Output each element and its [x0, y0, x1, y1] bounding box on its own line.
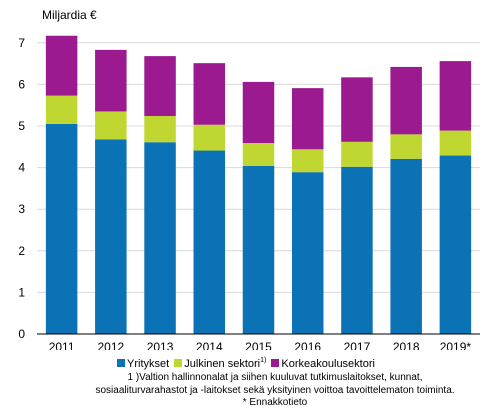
y-tick-label: 5 — [18, 119, 25, 133]
x-tick-label: 2013 — [147, 340, 174, 350]
footnote-line-3: * Ennakkotieto — [242, 397, 308, 408]
bar-2014-series-0 — [193, 150, 226, 334]
bar-2013-series-2 — [144, 56, 176, 117]
bar-2012-series-2 — [95, 49, 127, 112]
x-tick-label: 2018 — [393, 340, 420, 350]
bar-2018-series-2 — [390, 66, 422, 135]
bar-2014-series-1 — [193, 124, 226, 151]
bar-2017-series-1 — [341, 141, 373, 167]
bar-2018-series-1 — [390, 134, 422, 159]
x-tick-label: 2017 — [344, 340, 371, 350]
bar-2013-series-1 — [144, 116, 176, 143]
bar-2019-series-0 — [439, 155, 472, 334]
bar-2012-series-1 — [95, 111, 127, 140]
bar-2017-series-2 — [341, 77, 373, 142]
legend-swatch-korkeakoulu — [271, 359, 280, 367]
legend-label-julkinen: Julkinen sektori — [184, 358, 261, 370]
legend-item-korkeakoulu: Korkeakoulusektori — [271, 357, 375, 371]
legend-swatch-julkinen — [174, 359, 183, 367]
footnote-line-1: 1 )Valtion hallinnonalat ja siihen kuulu… — [127, 372, 423, 383]
bar-2019-series-1 — [439, 130, 472, 156]
bar-2014-series-2 — [193, 63, 226, 125]
legend-swatch-yritykset — [117, 359, 126, 367]
bar-2016-series-2 — [291, 88, 324, 150]
bar-2011-series-1 — [45, 95, 78, 124]
x-tick-label: 2011 — [49, 340, 75, 350]
legend: Yritykset Julkinen sektori1) Korkeakoulu… — [0, 354, 492, 371]
legend-item-julkinen: Julkinen sektori1) — [174, 354, 266, 371]
y-tick-label: 0 — [18, 327, 25, 341]
x-axis-ticks: 2011 2012 2013 2014 2015 2016 2017 2018 2019* — [49, 340, 472, 350]
x-tick-label: 2014 — [196, 340, 223, 350]
bar-2012-series-0 — [95, 139, 127, 334]
y-axis-ticks: 0 1 2 3 4 5 6 7 — [18, 36, 25, 341]
y-tick-label: 1 — [18, 285, 25, 299]
legend-label-yritykset: Yritykset — [127, 358, 170, 370]
x-tick-label: 2012 — [97, 340, 124, 350]
y-tick-label: 2 — [18, 244, 25, 258]
legend-footnote-marker: 1) — [260, 357, 267, 364]
legend-label-korkeakoulu: Korkeakoulusektori — [281, 358, 375, 370]
bar-2019-series-2 — [439, 61, 472, 131]
footnote-line-2: sosiaaliturvarahastot ja -laitokset sekä… — [95, 385, 455, 396]
bar-2017-series-0 — [341, 166, 373, 334]
y-tick-label: 6 — [18, 77, 25, 91]
bar-2011-series-0 — [45, 123, 78, 334]
bar-2013-series-0 — [144, 142, 176, 334]
x-tick-label: 2016 — [294, 340, 321, 350]
y-axis-unit-label: Miljardia € — [42, 8, 97, 22]
x-tick-label: 2015 — [245, 340, 272, 350]
y-tick-label: 3 — [18, 202, 25, 216]
bar-2015-series-1 — [242, 143, 275, 166]
bar-2016-series-1 — [291, 149, 324, 173]
legend-item-yritykset: Yritykset — [117, 357, 169, 371]
bar-2018-series-0 — [390, 158, 422, 334]
x-tick-label: 2019* — [440, 340, 472, 350]
bar-group — [45, 35, 472, 334]
bar-2015-series-0 — [242, 165, 275, 334]
y-tick-label: 7 — [18, 36, 25, 50]
bar-2015-series-2 — [242, 81, 275, 144]
y-tick-label: 4 — [18, 161, 25, 175]
bar-2016-series-0 — [291, 172, 324, 334]
bar-2011-series-2 — [45, 35, 78, 96]
